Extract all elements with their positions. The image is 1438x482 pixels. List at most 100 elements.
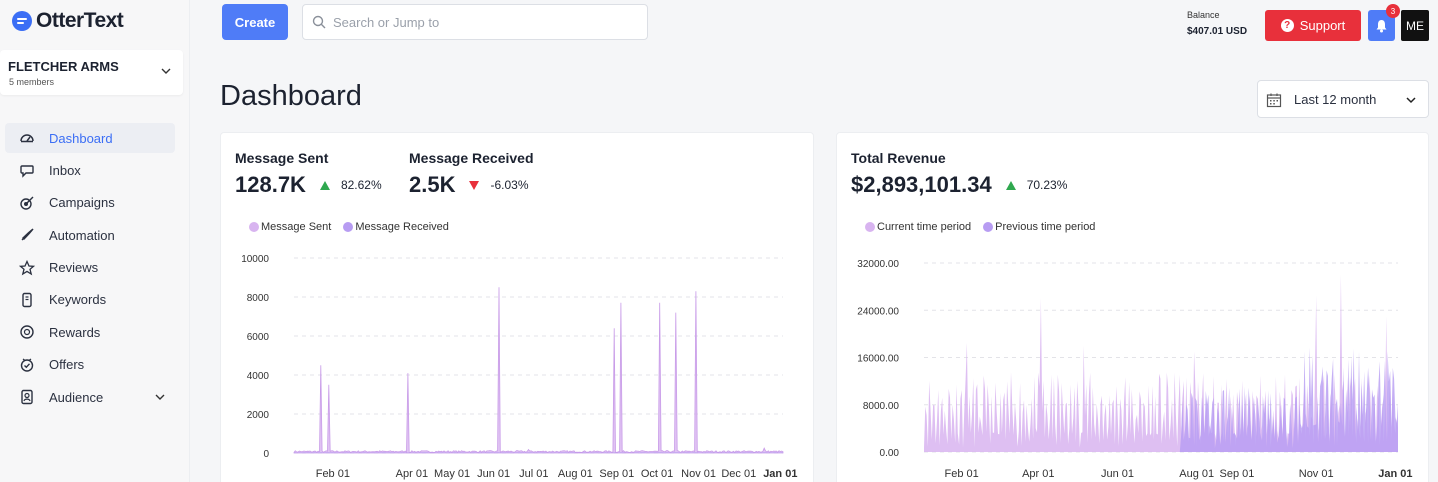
y-tick-label: 8000 bbox=[247, 293, 270, 304]
x-tick-label: May 01 bbox=[434, 468, 470, 480]
bell-icon bbox=[1376, 19, 1387, 32]
balance-label: Balance bbox=[1187, 10, 1220, 20]
org-name: FLETCHER ARMS bbox=[8, 59, 119, 74]
sidebar-item-label: Keywords bbox=[49, 292, 107, 308]
series-message-sent bbox=[293, 287, 784, 454]
sidebar-item-offers[interactable]: Offers bbox=[5, 350, 175, 380]
messages-chart: 0 2000 4000 6000 8000 10000 Feb 01 Apr 01 May 01… bbox=[241, 254, 797, 480]
stat-value: 2.5K bbox=[409, 172, 456, 197]
legend-item[interactable]: Message Sent bbox=[249, 221, 331, 233]
chart-legend: Current time period Previous time period bbox=[865, 221, 1095, 233]
legend-label: Previous time period bbox=[995, 221, 1096, 233]
series-current-period bbox=[924, 274, 1398, 452]
chevron-down-icon bbox=[161, 68, 171, 74]
x-tick-label: Feb 01 bbox=[945, 468, 979, 480]
y-tick-label: 10000 bbox=[241, 254, 269, 265]
x-tick-label: Feb 01 bbox=[316, 468, 350, 480]
x-tick-label: Jun 01 bbox=[477, 468, 510, 480]
target-icon bbox=[19, 195, 35, 211]
sidebar: OtterText FLETCHER ARMS 5 members Dashbo… bbox=[0, 0, 190, 482]
sidebar-item-keywords[interactable]: Keywords bbox=[5, 285, 175, 315]
legend-dot bbox=[865, 222, 875, 232]
balance-display: Balance $407.01 USD bbox=[1187, 10, 1247, 37]
otter-logo-icon bbox=[12, 11, 32, 31]
search-box bbox=[302, 4, 648, 40]
y-tick-label: 0 bbox=[263, 449, 269, 460]
sidebar-item-label: Inbox bbox=[49, 162, 81, 178]
app-logo[interactable]: OtterText bbox=[12, 9, 124, 33]
legend-label: Message Sent bbox=[261, 221, 332, 233]
date-range-select[interactable]: Last 12 month bbox=[1257, 80, 1429, 118]
x-tick-label: Oct 01 bbox=[641, 468, 673, 480]
star-icon bbox=[19, 259, 35, 276]
messages-card: Message Sent 128.7K 82.62% Message Recei… bbox=[220, 132, 814, 482]
y-tick-label: 32000.00 bbox=[857, 259, 899, 270]
stat-label: Message Sent bbox=[235, 150, 329, 166]
create-button[interactable]: Create bbox=[222, 4, 288, 40]
legend-label: Message Received bbox=[355, 221, 449, 233]
x-tick-label: Apr 01 bbox=[1022, 468, 1054, 480]
trend-up-icon bbox=[1005, 180, 1016, 190]
legend-dot bbox=[249, 222, 259, 232]
legend-item[interactable]: Current time period bbox=[865, 221, 971, 233]
help-icon: ? bbox=[1280, 19, 1294, 32]
x-tick-label: Aug 01 bbox=[1179, 468, 1214, 480]
sidebar-item-audience[interactable]: Audience bbox=[5, 382, 175, 412]
revenue-card: Total Revenue $2,893,101.34 70.23% Curre… bbox=[836, 132, 1429, 482]
y-tick-label: 24000.00 bbox=[857, 306, 899, 317]
coin-icon bbox=[19, 324, 35, 340]
x-tick-label: Jan 01 bbox=[1378, 468, 1412, 480]
y-tick-label: 0.00 bbox=[880, 448, 900, 459]
sidebar-item-reviews[interactable]: Reviews bbox=[5, 253, 175, 283]
x-tick-label: Jun 01 bbox=[1101, 468, 1134, 480]
rocket-icon bbox=[19, 227, 35, 243]
revenue-chart: 0.00 8000.00 16000.00 24000.00 32000.00 Feb 0… bbox=[857, 259, 1412, 480]
sidebar-item-rewards[interactable]: Rewards bbox=[5, 317, 175, 347]
sidebar-item-label: Reviews bbox=[49, 260, 99, 276]
avatar[interactable]: ME bbox=[1401, 10, 1429, 41]
y-tick-label: 8000.00 bbox=[863, 401, 900, 412]
y-tick-label: 4000 bbox=[247, 371, 270, 382]
y-tick-label: 2000 bbox=[247, 410, 270, 421]
sidebar-item-inbox[interactable]: Inbox bbox=[5, 155, 175, 185]
x-tick-label: Jul 01 bbox=[519, 468, 548, 480]
stat-change: 70.23% bbox=[1026, 178, 1068, 192]
sidebar-item-label: Offers bbox=[49, 357, 85, 373]
legend-item[interactable]: Previous time period bbox=[983, 221, 1095, 233]
legend-dot bbox=[343, 222, 354, 232]
series-previous-period bbox=[924, 347, 1398, 452]
sidebar-item-automation[interactable]: Automation bbox=[5, 220, 175, 250]
stat-label: Message Received bbox=[409, 150, 534, 166]
stat-value: $2,893,101.34 bbox=[851, 172, 992, 197]
sidebar-item-label: Rewards bbox=[49, 324, 101, 340]
badge-icon bbox=[19, 357, 35, 373]
chat-bubble-icon bbox=[19, 162, 35, 179]
stat-value: 128.7K bbox=[235, 172, 306, 197]
org-switcher[interactable]: FLETCHER ARMS 5 members bbox=[0, 50, 183, 95]
x-tick-label: Apr 01 bbox=[396, 468, 428, 480]
legend-dot bbox=[983, 222, 994, 232]
total-revenue-stat: Total Revenue $2,893,101.34 70.23% bbox=[851, 150, 1067, 198]
trend-up-icon bbox=[319, 180, 330, 190]
sidebar-item-dashboard[interactable]: Dashboard bbox=[5, 123, 175, 153]
sidebar-item-label: Audience bbox=[49, 389, 104, 405]
stat-change: -6.03% bbox=[490, 178, 529, 192]
trend-down-icon bbox=[469, 180, 480, 190]
org-member-count: 5 members bbox=[9, 77, 55, 87]
legend-item[interactable]: Message Received bbox=[343, 221, 449, 233]
message-received-stat: Message Received 2.5K -6.03% bbox=[409, 150, 534, 198]
x-tick-label: Jan 01 bbox=[763, 468, 797, 480]
chevron-down-icon bbox=[155, 394, 165, 401]
notification-count-badge: 3 bbox=[1386, 4, 1400, 18]
chart-legend: Message Sent Message Received bbox=[249, 221, 449, 233]
support-label: Support bbox=[1299, 18, 1346, 33]
phone-icon bbox=[19, 292, 35, 308]
support-button[interactable]: ? Support bbox=[1265, 10, 1361, 41]
sidebar-item-label: Dashboard bbox=[49, 130, 113, 146]
contacts-icon bbox=[19, 389, 35, 405]
sidebar-item-campaigns[interactable]: Campaigns bbox=[5, 188, 175, 218]
x-tick-label: Aug 01 bbox=[558, 468, 593, 480]
series-message-received bbox=[294, 452, 783, 453]
search-input[interactable] bbox=[333, 5, 633, 39]
x-tick-label: Dec 01 bbox=[721, 468, 756, 480]
